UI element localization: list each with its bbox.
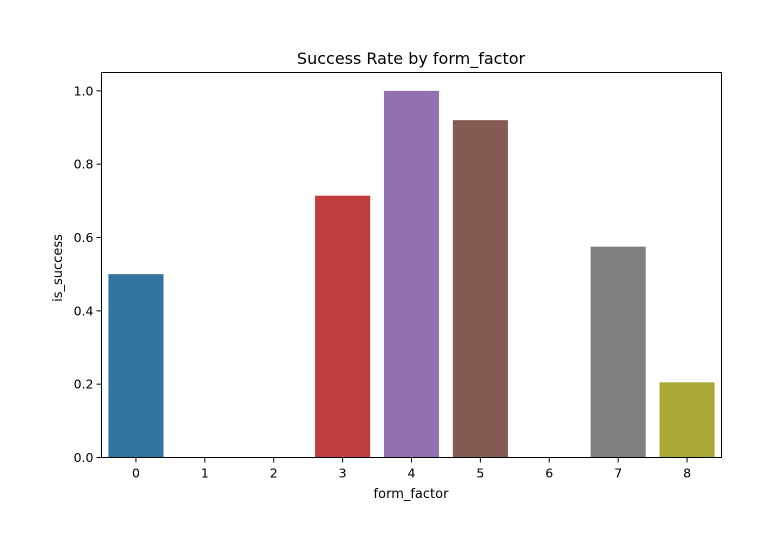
bar-3 [315, 195, 371, 458]
bar-5 [452, 120, 508, 458]
x-tick-label: 3 [339, 466, 347, 481]
x-axis-label: form_factor [374, 487, 450, 502]
y-tick-label: 0.2 [74, 377, 94, 392]
x-axis-ticks: 0 1 2 3 4 5 6 7 8 [132, 457, 691, 481]
bar-4 [383, 90, 440, 458]
y-tick-label: 0.4 [74, 303, 94, 318]
y-axis-ticks: 0.0 0.2 0.4 0.6 0.8 1.0 [74, 83, 102, 465]
x-tick-label: 0 [132, 466, 140, 481]
x-tick-label: 6 [545, 466, 553, 481]
y-axis-label: is_success [51, 234, 66, 302]
x-tick-label: 5 [476, 466, 484, 481]
bar-8 [659, 382, 715, 458]
y-tick-label: 0.6 [74, 230, 94, 245]
y-tick-label: 0.8 [74, 157, 94, 172]
bars-group [108, 90, 715, 458]
bar-7 [590, 246, 646, 458]
x-tick-label: 1 [201, 466, 209, 481]
x-tick-label: 8 [683, 466, 691, 481]
x-tick-label: 7 [614, 466, 622, 481]
y-tick-label: 1.0 [74, 83, 94, 98]
x-tick-label: 2 [270, 466, 278, 481]
plot-frame [101, 72, 722, 458]
y-tick-label: 0.0 [74, 450, 94, 465]
bar-0 [108, 274, 164, 458]
x-tick-label: 4 [408, 466, 416, 481]
chart-title: Success Rate by form_factor [297, 49, 526, 69]
